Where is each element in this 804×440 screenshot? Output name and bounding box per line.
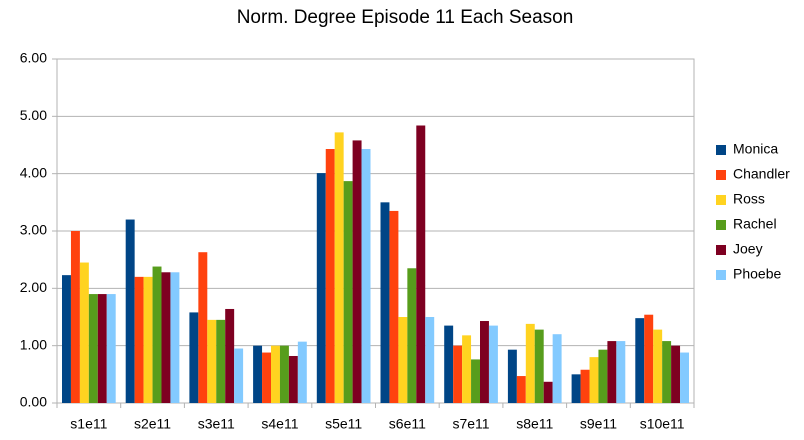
bar <box>216 319 226 403</box>
x-tick-label: s10e11 <box>640 416 685 432</box>
x-tick-label: s9e11 <box>580 416 617 432</box>
x-tick-label: s5e11 <box>325 416 362 432</box>
bar <box>589 357 599 403</box>
bar <box>680 352 689 403</box>
legend-swatch <box>716 145 726 155</box>
legend-label: Rachel <box>733 216 777 232</box>
bar <box>453 345 463 403</box>
bar <box>198 252 208 403</box>
bar <box>271 345 280 403</box>
bar <box>571 374 581 403</box>
legend-label: Joey <box>733 241 763 257</box>
bar <box>507 349 517 403</box>
bar <box>334 132 344 404</box>
x-tick-label: s2e11 <box>134 416 171 432</box>
bar <box>598 349 608 403</box>
bar <box>316 173 326 403</box>
bar <box>653 329 663 403</box>
bar <box>671 345 681 403</box>
bar <box>580 369 590 403</box>
bar <box>480 321 489 403</box>
bar <box>225 308 235 403</box>
y-tick-label: 2.00 <box>20 279 47 295</box>
bar <box>170 272 180 403</box>
bar <box>471 359 480 403</box>
bar <box>352 140 362 403</box>
bar <box>253 345 263 403</box>
bar <box>207 319 217 403</box>
bar <box>152 266 162 403</box>
bar <box>444 325 454 403</box>
legend-swatch <box>716 245 726 255</box>
bar <box>425 317 435 403</box>
bar <box>88 294 98 403</box>
bar <box>525 323 535 403</box>
legend-label: Chandler <box>733 166 790 182</box>
bar <box>616 341 626 403</box>
x-tick-label: s7e11 <box>452 416 489 432</box>
y-tick-label: 4.00 <box>20 164 47 180</box>
y-tick-label: 3.00 <box>20 222 47 238</box>
x-tick-label: s3e11 <box>198 416 235 432</box>
bar <box>662 341 672 403</box>
bar <box>262 352 271 403</box>
legend-swatch <box>716 220 726 230</box>
y-tick-label: 6.00 <box>20 50 47 66</box>
bar <box>325 149 335 403</box>
y-tick-label: 5.00 <box>20 107 47 123</box>
bar <box>488 325 498 403</box>
x-tick-label: s8e11 <box>516 416 553 432</box>
bar <box>534 329 544 403</box>
bar <box>161 272 171 403</box>
bar <box>543 381 553 403</box>
bar <box>644 314 654 403</box>
x-tick-label: s6e11 <box>389 416 426 432</box>
bar <box>106 294 116 403</box>
bar <box>462 335 472 403</box>
bar <box>607 341 617 403</box>
bar <box>189 312 199 403</box>
legend-swatch <box>716 170 726 180</box>
legend-label: Ross <box>733 191 765 207</box>
y-tick-label: 1.00 <box>20 336 47 352</box>
bar <box>125 219 135 403</box>
legend-label: Monica <box>733 141 778 157</box>
bar <box>70 231 80 403</box>
bar <box>398 317 408 403</box>
bar <box>552 334 562 403</box>
legend-label: Phoebe <box>733 266 781 282</box>
bar <box>516 376 526 403</box>
bar <box>279 345 289 403</box>
bar <box>143 276 153 403</box>
bar <box>234 348 244 403</box>
bar <box>635 318 645 403</box>
chart-title: Norm. Degree Episode 11 Each Season <box>237 7 574 28</box>
legend-swatch <box>716 270 726 280</box>
y-tick-label: 0.00 <box>20 394 47 410</box>
x-tick-label: s1e11 <box>70 416 107 432</box>
x-tick-label: s4e11 <box>261 416 298 432</box>
bar <box>380 202 390 403</box>
bar <box>416 125 426 404</box>
bar <box>389 210 399 403</box>
bar <box>79 262 89 403</box>
bar <box>361 149 371 403</box>
bar <box>62 275 71 403</box>
legend-swatch <box>716 195 726 205</box>
bar <box>97 294 107 403</box>
bar <box>288 355 298 403</box>
bar <box>407 268 417 403</box>
bar <box>343 181 353 403</box>
bar <box>134 276 144 403</box>
bar <box>297 341 307 403</box>
